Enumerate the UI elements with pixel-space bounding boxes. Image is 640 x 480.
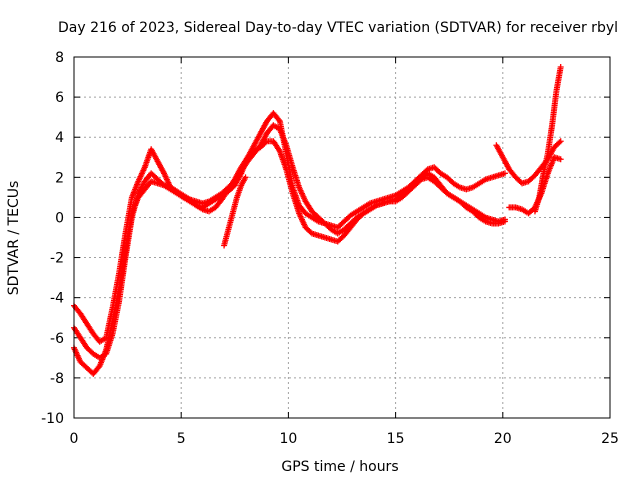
series-track-4 (493, 138, 564, 187)
data-point-interp (275, 116, 282, 123)
data-point (242, 174, 249, 181)
series-track-3 (71, 138, 508, 377)
x-tick-label: 5 (177, 431, 186, 447)
y-axis-label: SDTVAR / TECUs (6, 181, 22, 296)
grid-layer (74, 57, 610, 418)
x-tick-label: 10 (279, 431, 297, 447)
chart-title: Day 216 of 2023, Sidereal Day-to-day VTE… (58, 20, 618, 36)
data-point (557, 138, 564, 145)
x-tick-label: 0 (70, 431, 79, 447)
x-axis-label: GPS time / hours (281, 459, 398, 475)
data-point (557, 156, 564, 163)
y-tick-label: 4 (55, 130, 64, 146)
y-tick-label: -8 (50, 371, 64, 387)
data-point (501, 216, 508, 223)
y-tick-label: -2 (50, 251, 64, 267)
x-tick-label: 20 (494, 431, 512, 447)
y-tick-label: -6 (50, 331, 64, 347)
data-points-layer (71, 64, 564, 377)
plot-frame (73, 56, 611, 419)
series-track-7 (221, 174, 249, 249)
y-tick-label: 6 (55, 90, 64, 106)
y-tick-label: -4 (50, 291, 64, 307)
series-track-6 (531, 64, 564, 215)
data-point (557, 64, 564, 71)
data-point-interp (262, 139, 269, 146)
x-tick-label: 25 (601, 431, 619, 447)
y-tick-label: -10 (41, 411, 64, 427)
y-tick-label: 2 (55, 170, 64, 186)
x-tick-label: 15 (387, 431, 405, 447)
data-point-interp (556, 139, 563, 146)
y-tick-label: 0 (55, 210, 64, 226)
y-tick-label: 8 (55, 50, 64, 66)
data-point (501, 170, 508, 177)
